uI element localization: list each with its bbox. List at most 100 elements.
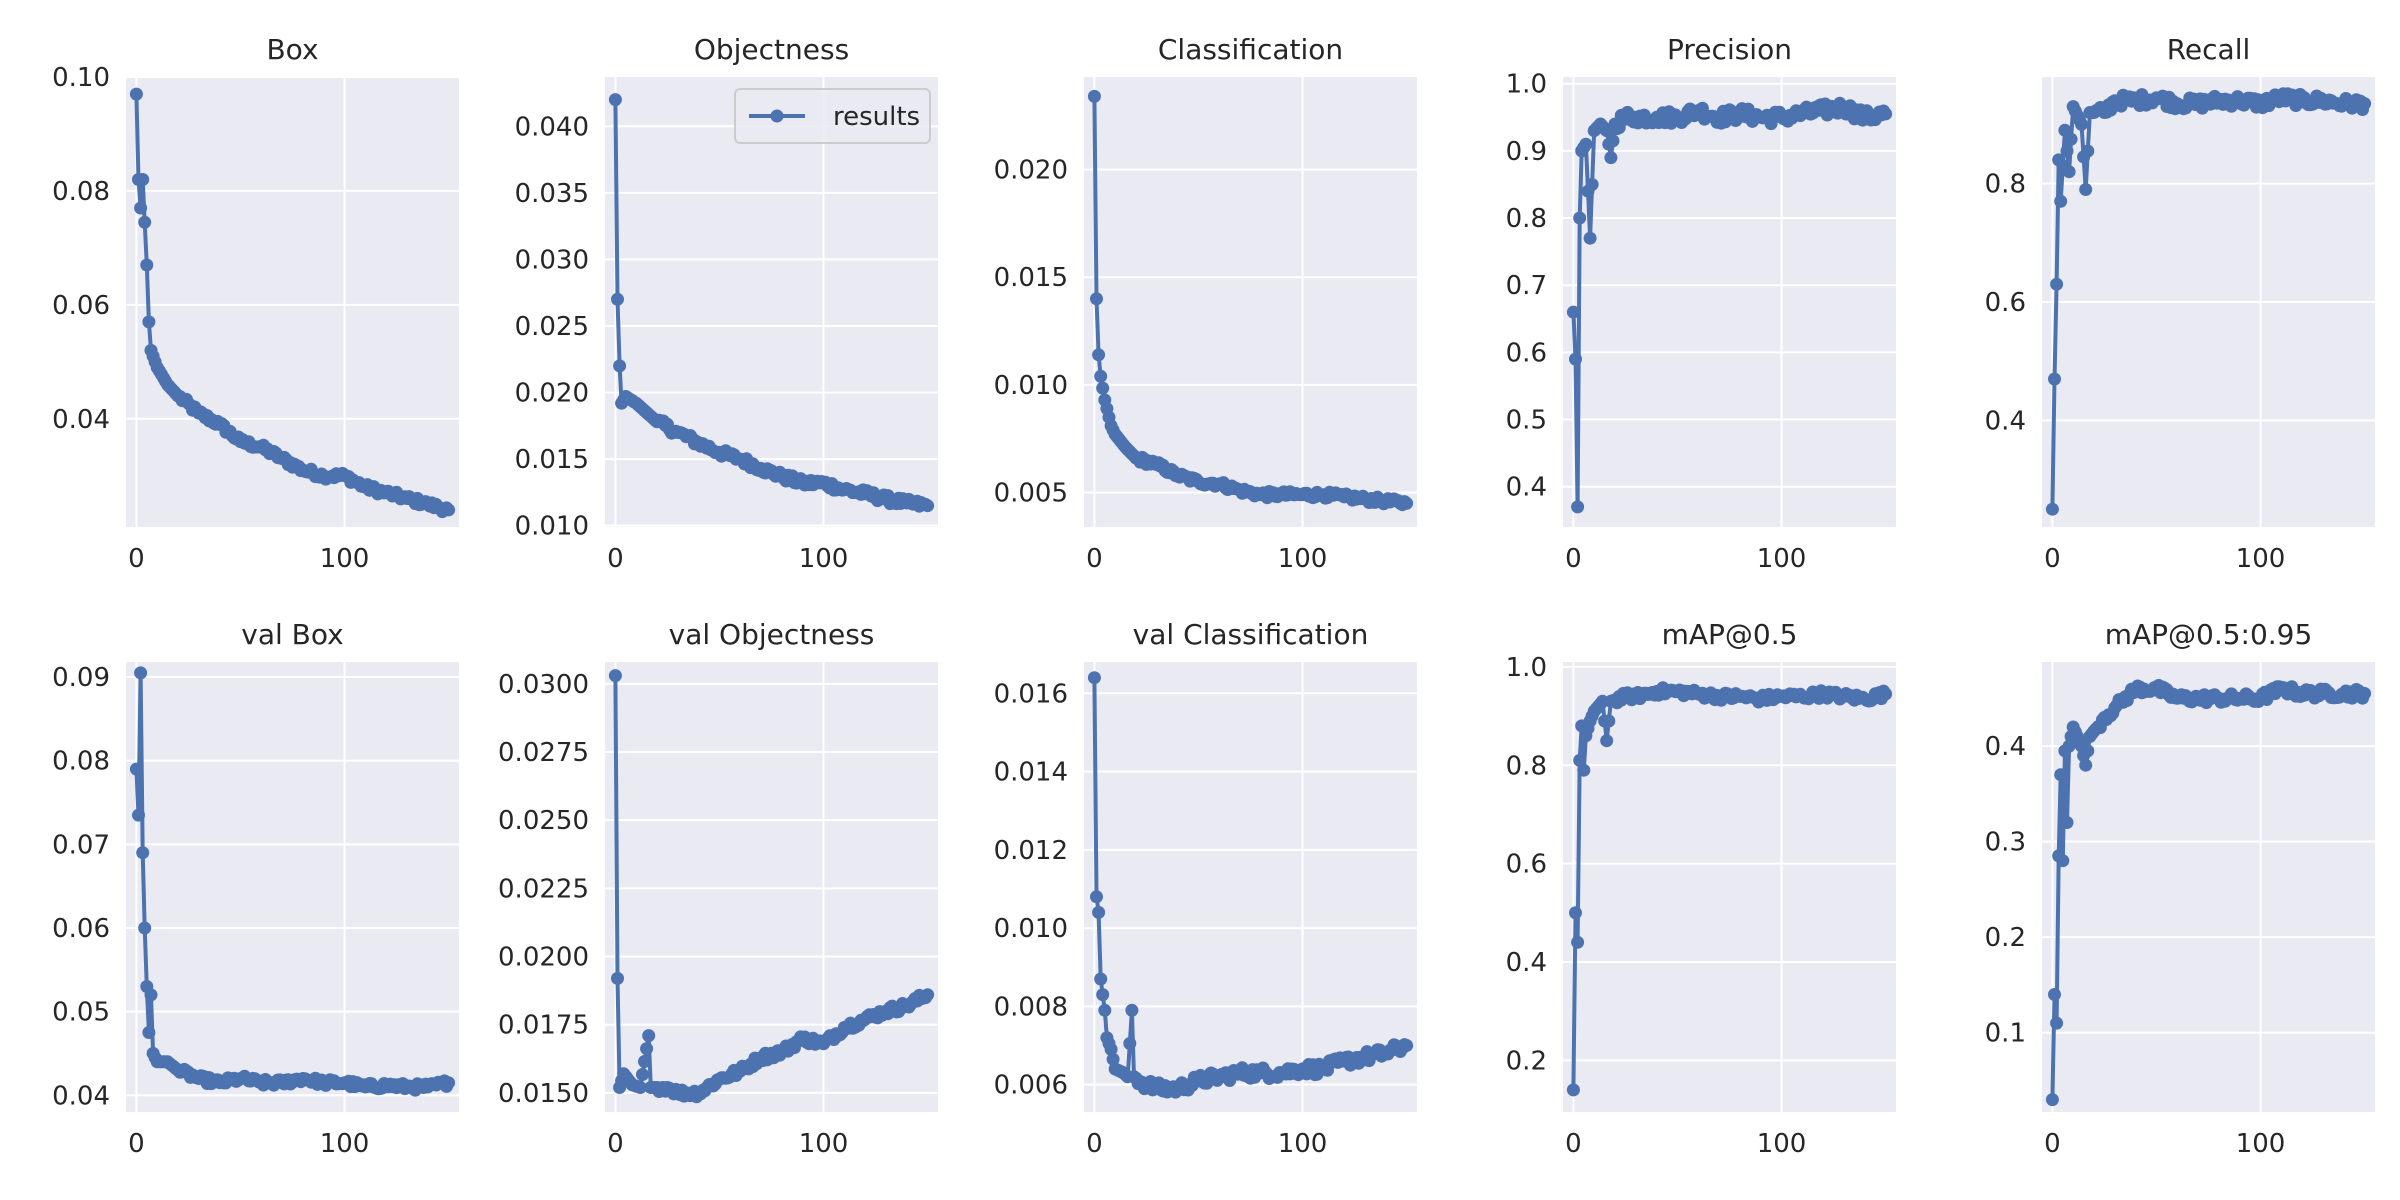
data-point (2079, 183, 2093, 196)
data-point (1094, 369, 1108, 383)
panel-title: Objectness (694, 33, 849, 66)
data-point (1094, 972, 1108, 986)
y-tick-label: 0.020 (994, 156, 1068, 186)
y-tick-label: 0.0175 (498, 1011, 589, 1041)
data-point (642, 1029, 656, 1043)
data-point (1579, 137, 1593, 151)
y-tick-label: 0.08 (52, 177, 110, 207)
y-tick-label: 1.0 (1506, 653, 1547, 683)
y-tick-label: 0.014 (994, 758, 1068, 788)
y-tick-label: 0.6 (1506, 850, 1547, 880)
data-point (1092, 348, 1106, 362)
data-point (640, 1042, 654, 1056)
data-point (2045, 502, 2059, 516)
plot-area (1084, 662, 1417, 1112)
series-markers (2045, 679, 2372, 1107)
data-point (144, 988, 158, 1002)
y-tick-label: 0.016 (994, 679, 1068, 709)
data-point (1879, 687, 1893, 701)
data-point (608, 93, 622, 107)
data-point (1566, 1083, 1580, 1097)
y-tick-label: 0.5 (1506, 406, 1547, 436)
legend-marker (770, 109, 784, 123)
chart-panel-classification: 0 100 0.005 0.010 0.015 0.020 Classification (994, 33, 1417, 574)
x-tick-label: 100 (2236, 544, 2286, 574)
data-point (1400, 1039, 1414, 1052)
data-point (2050, 1016, 2064, 1030)
plot-area (605, 77, 938, 527)
data-point (636, 1068, 649, 1081)
series-markers (1087, 671, 1414, 1099)
data-point (136, 173, 150, 186)
y-tick-label: 0.4 (1506, 473, 1547, 503)
x-tick-label: 0 (1086, 1129, 1103, 1159)
chart-panel-map-at-0-5-0-95: 0 100 0.1 0.2 0.3 0.4 mAP@0.5:0.95 (1985, 618, 2375, 1159)
panel-title: val Classification (1133, 618, 1369, 651)
chart-panel-map-at-0-5: 0 100 0.2 0.4 0.6 0.8 1.0 mAP@0.5 (1506, 618, 1896, 1159)
data-point (138, 215, 152, 229)
x-tick-label: 0 (1565, 1129, 1582, 1159)
y-tick-label: 0.4 (1985, 406, 2026, 436)
y-tick-label: 0.010 (515, 512, 589, 542)
data-point (129, 87, 143, 101)
data-point (2064, 132, 2078, 146)
data-point (2081, 144, 2095, 158)
x-tick-label: 0 (2044, 544, 2061, 574)
y-tick-label: 0.06 (52, 914, 110, 944)
data-point (921, 499, 935, 513)
panel-title: val Objectness (669, 618, 875, 651)
y-tick-label: 0.09 (52, 663, 110, 693)
y-tick-label: 0.9 (1506, 137, 1547, 167)
data-point (1087, 89, 1101, 103)
x-tick-label: 0 (607, 1129, 624, 1159)
y-tick-label: 0.025 (515, 312, 589, 342)
y-tick-label: 0.0300 (498, 670, 589, 700)
legend-box (734, 88, 931, 144)
data-point (2079, 758, 2093, 772)
series-markers (1566, 681, 1893, 1097)
y-tick-label: 0.005 (994, 479, 1068, 509)
y-tick-label: 0.010 (994, 371, 1068, 401)
x-tick-label: 0 (2044, 1129, 2061, 1159)
data-point (2075, 117, 2088, 131)
y-tick-label: 0.07 (52, 830, 110, 860)
y-tick-label: 0.008 (994, 992, 1068, 1022)
data-point (132, 808, 145, 822)
data-point (1098, 1003, 1112, 1017)
chart-panel-val-box: 0 100 0.04 0.05 0.06 0.07 0.08 0.09 val Box (52, 618, 459, 1159)
plot-area (605, 662, 938, 1112)
data-point (129, 762, 143, 776)
series-markers (129, 87, 456, 519)
plot-area (126, 662, 459, 1112)
data-point (2048, 988, 2061, 1001)
y-tick-label: 0.2 (1506, 1046, 1547, 1076)
plot-area (1563, 662, 1896, 1112)
data-point (2358, 97, 2372, 111)
y-tick-label: 0.040 (515, 112, 589, 142)
chart-panel-val-classification: 0 100 0.006 0.008 0.010 0.012 0.014 0.016 val Cl… (994, 618, 1417, 1159)
data-point (1123, 1037, 1137, 1050)
data-point (442, 1076, 456, 1090)
data-point (138, 921, 152, 935)
y-tick-label: 0.7 (1506, 271, 1547, 301)
panel-title: mAP@0.5:0.95 (2105, 618, 2313, 651)
data-point (1400, 496, 1414, 510)
data-point (638, 1055, 651, 1068)
plot-area (1563, 77, 1896, 527)
y-tick-label: 0.3 (1985, 828, 2026, 858)
y-tick-label: 0.8 (1506, 204, 1547, 234)
x-tick-label: 100 (1757, 544, 1807, 574)
data-point (2054, 194, 2068, 208)
y-tick-label: 0.006 (994, 1071, 1068, 1101)
panel-title: Precision (1667, 33, 1792, 66)
data-point (1090, 292, 1103, 306)
data-point (134, 201, 148, 215)
series-markers (2045, 87, 2372, 516)
x-tick-label: 0 (1086, 544, 1103, 574)
data-point (613, 359, 627, 373)
x-tick-label: 100 (320, 1129, 370, 1159)
data-point (2048, 372, 2061, 386)
y-tick-label: 0.05 (52, 998, 110, 1028)
data-point (1096, 381, 1110, 395)
